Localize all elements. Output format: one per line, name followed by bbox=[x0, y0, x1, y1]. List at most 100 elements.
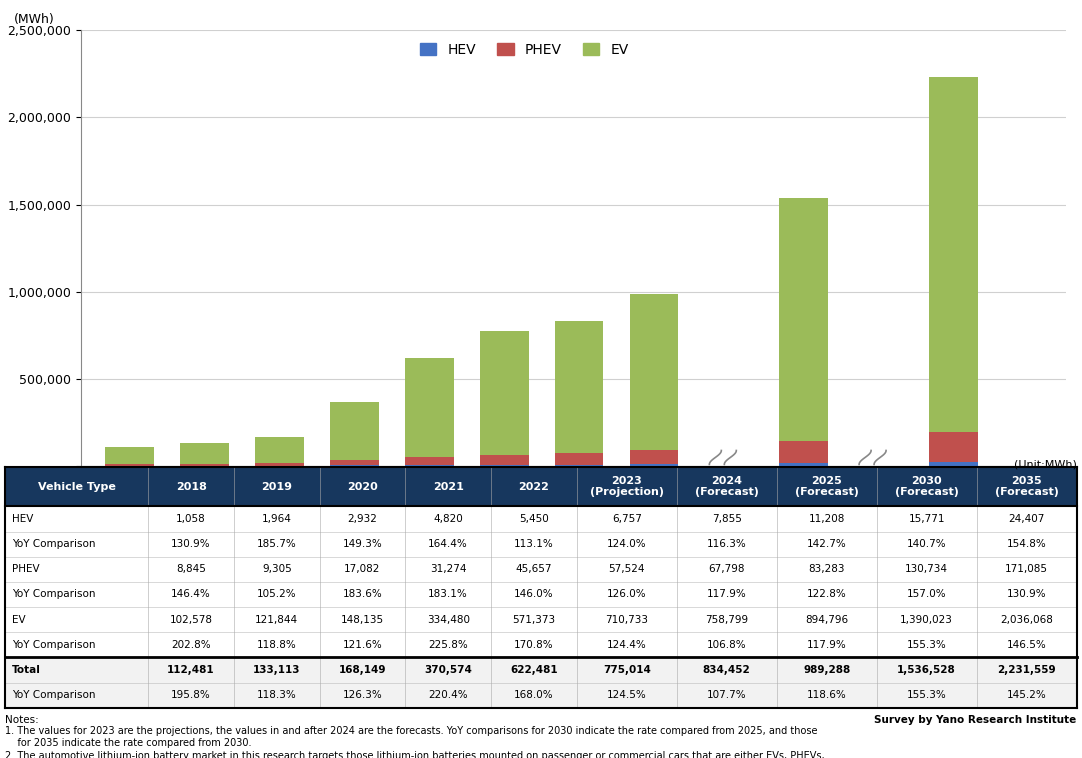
Text: 220.4%: 220.4% bbox=[428, 690, 469, 700]
Bar bbox=[148, 531, 234, 556]
Text: 140.7%: 140.7% bbox=[907, 539, 947, 549]
Bar bbox=[491, 506, 577, 531]
Text: YoY Comparison: YoY Comparison bbox=[12, 690, 95, 700]
Bar bbox=[105, 465, 154, 466]
Text: (Forecast): (Forecast) bbox=[924, 525, 984, 538]
Bar bbox=[676, 467, 777, 506]
Text: YoY Comparison: YoY Comparison bbox=[12, 640, 95, 650]
Bar bbox=[5, 467, 148, 506]
Text: 2023
(Projection): 2023 (Projection) bbox=[590, 476, 663, 497]
Text: 31,274: 31,274 bbox=[430, 564, 466, 575]
Text: 9,305: 9,305 bbox=[262, 564, 292, 575]
Text: 102,578: 102,578 bbox=[170, 615, 212, 625]
Text: 146.5%: 146.5% bbox=[1006, 640, 1046, 650]
Bar bbox=[676, 657, 777, 682]
Text: (MWh): (MWh) bbox=[14, 13, 55, 26]
Text: (Forecast): (Forecast) bbox=[550, 525, 609, 538]
Bar bbox=[181, 443, 229, 464]
Text: 130.9%: 130.9% bbox=[171, 539, 211, 549]
Text: 124.4%: 124.4% bbox=[607, 640, 647, 650]
Text: 17,082: 17,082 bbox=[344, 564, 381, 575]
Text: 334,480: 334,480 bbox=[426, 615, 470, 625]
Bar bbox=[777, 632, 876, 657]
Text: YoY Comparison: YoY Comparison bbox=[12, 590, 95, 600]
Bar bbox=[234, 556, 319, 582]
Bar bbox=[630, 293, 678, 449]
Text: 67,798: 67,798 bbox=[709, 564, 744, 575]
Text: 170.8%: 170.8% bbox=[514, 640, 554, 650]
Text: 106.8%: 106.8% bbox=[707, 640, 747, 650]
Bar bbox=[319, 531, 406, 556]
Bar bbox=[876, 582, 977, 607]
Text: 1,964: 1,964 bbox=[262, 514, 292, 524]
Bar bbox=[5, 582, 148, 607]
Text: 7,855: 7,855 bbox=[712, 514, 741, 524]
Text: 2019: 2019 bbox=[189, 496, 221, 509]
Text: Survey by Yano Research Institute: Survey by Yano Research Institute bbox=[874, 716, 1077, 725]
Bar bbox=[181, 464, 229, 466]
Bar bbox=[676, 506, 777, 531]
Text: (Forecast): (Forecast) bbox=[774, 525, 833, 538]
Text: 710,733: 710,733 bbox=[605, 615, 648, 625]
Bar bbox=[676, 607, 777, 632]
Text: 2,932: 2,932 bbox=[347, 514, 378, 524]
Bar bbox=[319, 682, 406, 708]
Text: 146.0%: 146.0% bbox=[514, 590, 554, 600]
Bar bbox=[319, 607, 406, 632]
Text: 2019: 2019 bbox=[261, 481, 292, 492]
Bar bbox=[977, 556, 1077, 582]
Bar bbox=[777, 531, 876, 556]
Text: 149.3%: 149.3% bbox=[343, 539, 382, 549]
Text: 164.4%: 164.4% bbox=[428, 539, 469, 549]
Bar bbox=[577, 607, 676, 632]
Bar bbox=[977, 467, 1077, 506]
Text: 15,771: 15,771 bbox=[909, 514, 945, 524]
Text: Notes:: Notes: bbox=[5, 716, 39, 725]
Text: 1. The values for 2023 are the projections, the values in and after 2024 are the: 1. The values for 2023 are the projectio… bbox=[5, 726, 818, 736]
Text: 2020: 2020 bbox=[264, 496, 295, 509]
Bar bbox=[577, 467, 676, 506]
Bar bbox=[555, 321, 604, 453]
Bar bbox=[491, 531, 577, 556]
Text: 121,844: 121,844 bbox=[255, 615, 299, 625]
Bar bbox=[676, 632, 777, 657]
Bar bbox=[977, 506, 1077, 531]
Bar bbox=[479, 331, 528, 455]
Bar bbox=[491, 556, 577, 582]
Bar bbox=[777, 582, 876, 607]
Bar bbox=[148, 657, 234, 682]
Text: 1,390,023: 1,390,023 bbox=[900, 615, 953, 625]
Bar bbox=[977, 682, 1077, 708]
Bar bbox=[929, 432, 978, 462]
Text: 622,481: 622,481 bbox=[510, 665, 557, 675]
Bar bbox=[255, 462, 304, 465]
Text: 2020: 2020 bbox=[347, 481, 378, 492]
Text: 2024: 2024 bbox=[564, 496, 595, 509]
Bar bbox=[406, 682, 491, 708]
Bar bbox=[676, 682, 777, 708]
Text: 171,085: 171,085 bbox=[1005, 564, 1048, 575]
Text: 2021: 2021 bbox=[339, 496, 370, 509]
Bar bbox=[779, 463, 828, 466]
Bar bbox=[406, 582, 491, 607]
Bar bbox=[555, 453, 604, 465]
Bar bbox=[577, 682, 676, 708]
Text: 155.3%: 155.3% bbox=[907, 640, 947, 650]
Bar bbox=[876, 632, 977, 657]
Bar bbox=[977, 607, 1077, 632]
Text: 2018: 2018 bbox=[175, 481, 207, 492]
Text: 2022: 2022 bbox=[518, 481, 550, 492]
Bar bbox=[577, 657, 676, 682]
Bar bbox=[491, 657, 577, 682]
Bar bbox=[406, 632, 491, 657]
Text: 124.5%: 124.5% bbox=[607, 690, 647, 700]
Bar bbox=[876, 467, 977, 506]
Bar bbox=[577, 506, 676, 531]
Text: 2025
(Forecast): 2025 (Forecast) bbox=[794, 476, 859, 497]
Text: 1,536,528: 1,536,528 bbox=[897, 665, 956, 675]
Bar bbox=[330, 465, 379, 466]
Bar bbox=[577, 556, 676, 582]
Bar bbox=[319, 467, 406, 506]
Bar bbox=[234, 682, 319, 708]
Bar bbox=[491, 632, 577, 657]
